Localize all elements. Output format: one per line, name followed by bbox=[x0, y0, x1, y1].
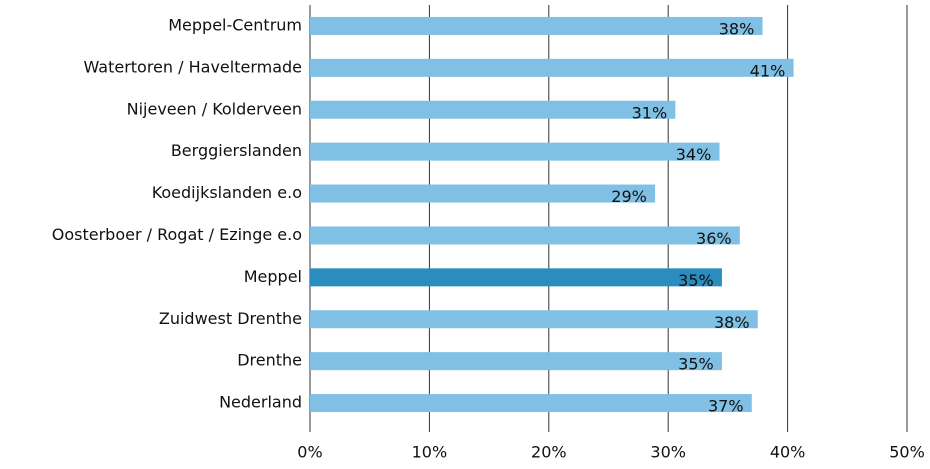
value-label: 38% bbox=[719, 19, 755, 38]
value-label: 29% bbox=[611, 187, 647, 206]
x-tick-label: 40% bbox=[770, 443, 806, 462]
x-tick-label: 0% bbox=[297, 443, 322, 462]
value-label: 35% bbox=[678, 355, 714, 374]
y-tick-label: Watertoren / Haveltermade bbox=[83, 57, 302, 76]
y-tick-label: Meppel-Centrum bbox=[168, 15, 302, 34]
bar bbox=[310, 142, 720, 161]
bar bbox=[310, 16, 763, 35]
y-tick-label: Drenthe bbox=[237, 351, 302, 370]
bar bbox=[310, 184, 656, 203]
bar bbox=[310, 268, 722, 287]
bar bbox=[310, 100, 676, 119]
bar bbox=[310, 58, 794, 77]
bar bbox=[310, 352, 722, 371]
bar bbox=[310, 310, 758, 329]
bar bbox=[310, 394, 752, 413]
value-label: 36% bbox=[696, 229, 732, 248]
y-tick-label: Meppel bbox=[244, 267, 302, 286]
value-label: 41% bbox=[750, 61, 786, 80]
y-tick-label: Koedijkslanden e.o bbox=[152, 183, 302, 202]
y-tick-label: Oosterboer / Rogat / Ezinge e.o bbox=[52, 225, 302, 244]
y-tick-label: Nederland bbox=[219, 393, 302, 412]
y-tick-label: Berggierslanden bbox=[171, 141, 302, 160]
value-label: 37% bbox=[708, 397, 744, 416]
x-tick-label: 10% bbox=[412, 443, 448, 462]
x-tick-label: 30% bbox=[650, 443, 686, 462]
value-label: 31% bbox=[632, 103, 668, 122]
value-label: 38% bbox=[714, 313, 750, 332]
y-tick-label: Zuidwest Drenthe bbox=[159, 309, 302, 328]
y-tick-label: Nijeveen / Kolderveen bbox=[127, 99, 302, 118]
bar bbox=[310, 226, 740, 245]
x-tick-label: 20% bbox=[531, 443, 567, 462]
value-label: 35% bbox=[678, 271, 714, 290]
x-tick-label: 50% bbox=[889, 443, 925, 462]
value-label: 34% bbox=[676, 145, 712, 164]
